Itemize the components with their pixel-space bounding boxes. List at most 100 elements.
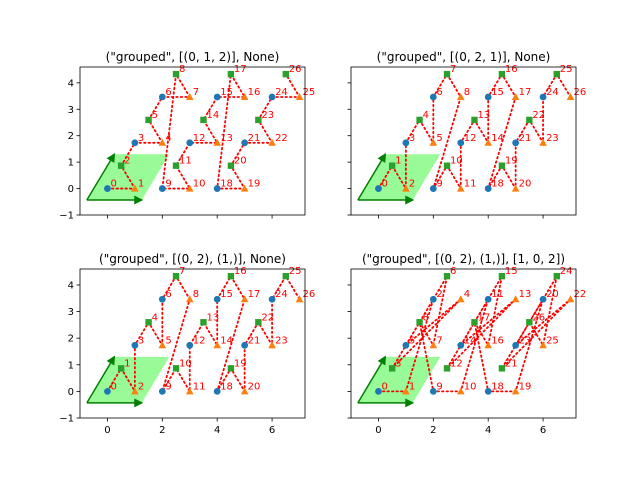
site-triangle bbox=[268, 341, 276, 349]
x-tick-label: 4 bbox=[485, 425, 491, 436]
site-triangle bbox=[131, 387, 139, 395]
order-label: 13 bbox=[206, 312, 219, 323]
site-triangle bbox=[566, 93, 575, 101]
order-label: 8 bbox=[193, 289, 199, 300]
order-label: 5 bbox=[152, 110, 158, 121]
subplot-3: ("grouped", [(0, 2), (1,)], None)0123456… bbox=[59, 252, 315, 436]
site-circle bbox=[512, 341, 520, 349]
order-label: 19 bbox=[519, 381, 532, 392]
order-label: 6 bbox=[450, 266, 456, 277]
order-label: 0 bbox=[110, 381, 116, 392]
order-label: 4 bbox=[423, 110, 429, 121]
subplot-2: ("grouped", [(0, 2, 1)], None)0123456789… bbox=[347, 50, 586, 219]
lattice-vector-b bbox=[86, 355, 116, 404]
order-label: 15 bbox=[491, 87, 504, 98]
site-circle bbox=[158, 295, 166, 303]
axes-frame bbox=[350, 66, 577, 216]
order-label: 24 bbox=[275, 87, 288, 98]
site-square bbox=[498, 162, 506, 169]
order-label: 2 bbox=[409, 179, 415, 190]
site-circle bbox=[429, 387, 437, 395]
y-tick-label: −1 bbox=[59, 211, 74, 222]
site-square bbox=[553, 272, 560, 280]
site-triangle bbox=[402, 387, 410, 395]
order-label: 15 bbox=[220, 87, 233, 98]
order-label: 2 bbox=[124, 156, 130, 167]
site-square bbox=[117, 365, 125, 372]
y-tick-label: 1 bbox=[68, 158, 74, 169]
subplot-title: ("grouped", [(0, 2, 1)], None) bbox=[377, 50, 551, 64]
order-label: 6 bbox=[165, 289, 171, 300]
x-tick-label: 2 bbox=[430, 425, 436, 436]
site-triangle bbox=[240, 93, 249, 101]
site-triangle bbox=[295, 93, 304, 101]
site-circle bbox=[158, 387, 166, 395]
order-label: 4 bbox=[165, 133, 171, 144]
order-label: 6 bbox=[436, 87, 442, 98]
site-circle bbox=[402, 139, 410, 147]
order-label: 7 bbox=[450, 64, 456, 75]
order-label: 23 bbox=[275, 335, 288, 346]
order-label: 7 bbox=[436, 335, 442, 346]
subplot-4: ("grouped", [(0, 2), (1,)], [1, 0, 2]) 0 1… bbox=[347, 252, 586, 436]
order-label: 19 bbox=[234, 358, 247, 369]
order-label: 26 bbox=[289, 64, 302, 75]
site-square bbox=[200, 319, 207, 326]
site-square bbox=[200, 116, 207, 124]
order-label: 25 bbox=[546, 335, 559, 346]
site-triangle bbox=[539, 138, 547, 146]
order-label: 5 bbox=[409, 335, 415, 346]
order-label: 12 bbox=[464, 133, 477, 144]
y-tick-label: 2 bbox=[68, 334, 74, 345]
site-square bbox=[145, 116, 152, 124]
order-label: 12 bbox=[193, 133, 206, 144]
site-triangle bbox=[456, 387, 465, 395]
site-triangle bbox=[185, 295, 194, 303]
order-label: 3 bbox=[138, 133, 144, 144]
x-tick-label: 0 bbox=[104, 425, 110, 436]
site-circle bbox=[539, 295, 547, 303]
order-label: 1 bbox=[124, 358, 130, 369]
site-triangle bbox=[402, 184, 410, 192]
site-circle bbox=[268, 93, 276, 101]
order-label: 20 bbox=[546, 289, 559, 300]
site-triangle bbox=[158, 341, 167, 349]
site-circle bbox=[158, 93, 166, 101]
site-circle bbox=[268, 295, 276, 303]
order-label: 17 bbox=[248, 289, 261, 300]
order-label: 18 bbox=[491, 179, 504, 190]
site-circle bbox=[241, 341, 249, 349]
site-square bbox=[172, 70, 180, 78]
order-label: 13 bbox=[477, 110, 490, 121]
site-circle bbox=[158, 185, 166, 192]
site-triangle bbox=[240, 184, 249, 192]
site-square bbox=[526, 319, 533, 326]
order-label: 9 bbox=[165, 179, 171, 190]
order-label: 20 bbox=[519, 179, 532, 190]
order-label: 12 bbox=[450, 358, 463, 369]
order-label: 20 bbox=[248, 381, 261, 392]
order-label: 17 bbox=[234, 64, 247, 75]
order-label: 8 bbox=[464, 87, 470, 98]
subplot-1: ("grouped", [(0, 1, 2)], None)0 123 456 789… bbox=[59, 50, 315, 222]
order-label: 26 bbox=[532, 312, 545, 323]
site-triangle bbox=[268, 138, 276, 146]
site-square bbox=[388, 365, 396, 372]
site-triangle bbox=[131, 184, 139, 192]
y-tick-label: 0 bbox=[68, 184, 74, 195]
site-circle bbox=[484, 93, 492, 101]
order-label: 15 bbox=[220, 289, 233, 300]
order-label: 14 bbox=[464, 335, 477, 346]
subplot-title: ("grouped", [(0, 2), (1,)], [1, 0, 2]) bbox=[362, 252, 565, 266]
site-circle bbox=[429, 295, 437, 303]
order-label: 17 bbox=[477, 312, 490, 323]
site-square bbox=[227, 70, 235, 78]
order-label: 1 bbox=[395, 156, 401, 167]
subplot-title: ("grouped", [(0, 1, 2)], None) bbox=[106, 50, 280, 64]
order-label: 14 bbox=[491, 133, 504, 144]
order-label: 11 bbox=[491, 289, 504, 300]
order-label: 8 bbox=[179, 64, 185, 75]
site-triangle bbox=[511, 184, 520, 192]
site-triangle bbox=[511, 387, 520, 395]
x-tick-label: 2 bbox=[159, 425, 165, 436]
